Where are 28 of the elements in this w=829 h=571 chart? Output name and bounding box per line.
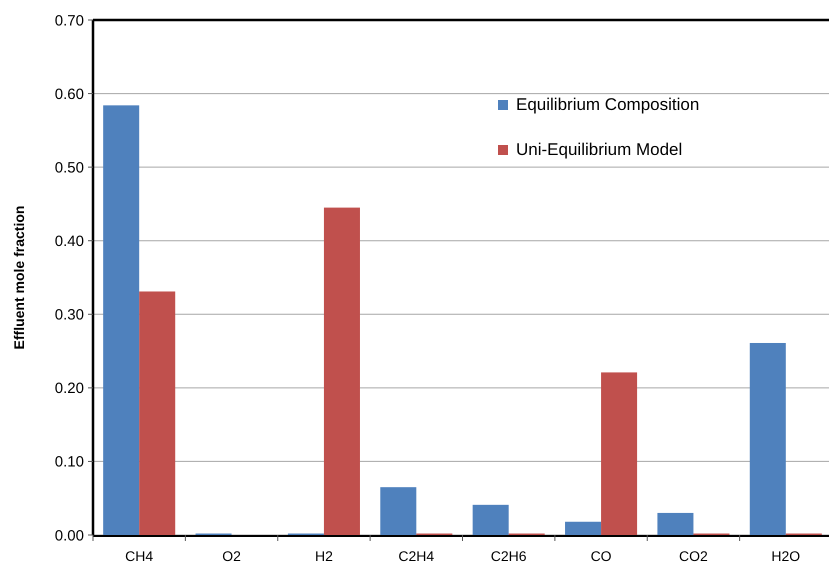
x-tick-label: CO xyxy=(590,548,612,564)
bar xyxy=(139,291,176,535)
bar xyxy=(472,504,509,535)
legend-label: Equilibrium Composition xyxy=(516,95,700,114)
x-tick-label: O2 xyxy=(222,548,242,564)
x-tick-label: C2H6 xyxy=(490,548,527,564)
bar xyxy=(103,105,140,535)
bar xyxy=(565,522,602,535)
y-tick-label: 0.10 xyxy=(54,454,84,471)
y-tick-label: 0.60 xyxy=(54,86,84,103)
y-tick-label: 0.00 xyxy=(54,527,84,544)
bar xyxy=(324,208,360,535)
bar xyxy=(657,512,694,535)
y-tick-label: 0.20 xyxy=(54,380,84,398)
y-axis-title: Effluent mole fraction xyxy=(11,206,27,350)
x-tick-label: C2H4 xyxy=(398,548,434,564)
y-tick-label: 0.70 xyxy=(54,12,84,30)
bar xyxy=(750,342,786,535)
y-tick-label: 0.50 xyxy=(54,159,84,176)
x-tick-label: H2O xyxy=(771,548,800,564)
y-tick-label: 0.30 xyxy=(54,306,84,324)
bar xyxy=(380,487,416,535)
x-tick-label: H2 xyxy=(314,548,334,564)
legend-label: Uni-Equilibrium Model xyxy=(516,140,682,159)
y-tick-label: 0.40 xyxy=(54,232,84,250)
x-tick-label: CO2 xyxy=(679,548,708,564)
x-tick-label: CH4 xyxy=(125,548,154,564)
bar xyxy=(601,372,638,535)
